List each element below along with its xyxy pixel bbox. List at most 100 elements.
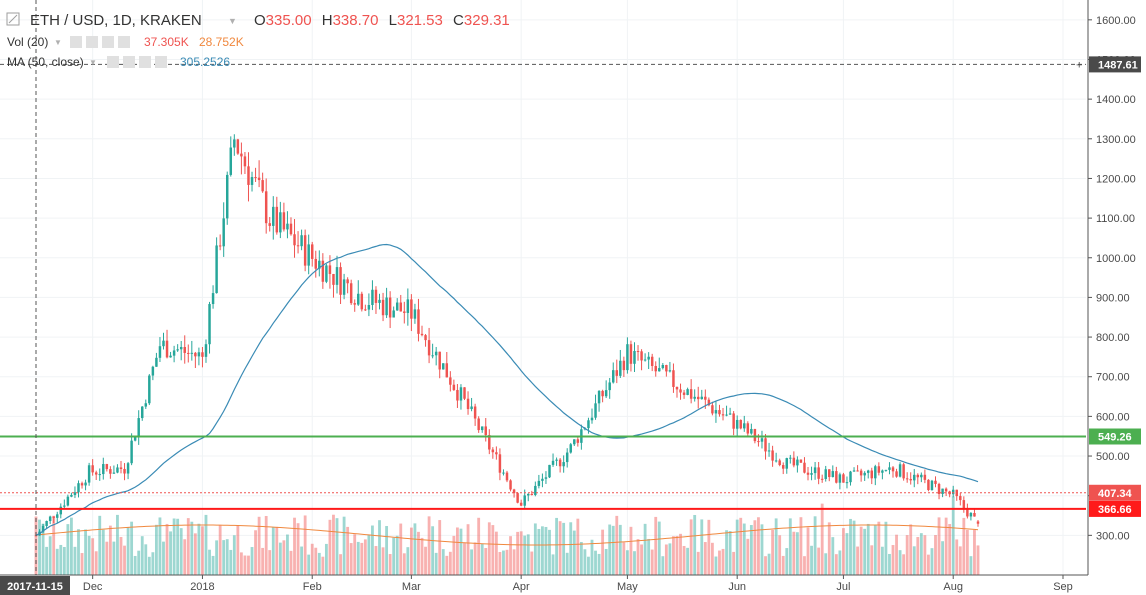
volume-bar — [721, 548, 725, 575]
symbol-name[interactable]: ETH / USD, 1D, KRAKEN — [30, 12, 202, 29]
close-label: C — [453, 12, 464, 29]
crosshair-add-icon[interactable]: + — [1076, 59, 1082, 71]
volume-bar — [728, 531, 732, 575]
candle-body — [434, 351, 438, 356]
volume-bar — [533, 523, 537, 575]
candle-body — [693, 396, 696, 399]
add-icon[interactable] — [139, 56, 151, 68]
candle-body — [728, 413, 732, 415]
volume-bar — [739, 517, 743, 575]
volume-bar — [916, 537, 920, 575]
candle-body — [307, 244, 310, 266]
volume-bar — [317, 552, 321, 575]
horizontal-lines — [0, 435, 1086, 510]
candle-body — [764, 438, 767, 452]
candle-body — [70, 494, 73, 497]
volume-bar — [356, 541, 360, 575]
volume-bar — [314, 547, 318, 575]
y-tick-label: 1400.00 — [1096, 94, 1136, 106]
volume-bar — [133, 555, 137, 575]
volume-indicator-buttons[interactable] — [70, 36, 130, 48]
volume-bar — [335, 518, 339, 575]
candle-body — [360, 293, 364, 310]
volume-bar — [448, 551, 452, 575]
volume-bar — [456, 527, 459, 575]
volume-bar — [587, 556, 590, 575]
candle-body — [473, 406, 477, 419]
volume-bar — [852, 520, 856, 575]
volume-bar — [48, 536, 52, 575]
volume-bar — [190, 521, 194, 575]
x-tick-label: Mar — [402, 581, 421, 593]
volume-bar — [466, 524, 470, 575]
eye-icon[interactable] — [107, 56, 119, 68]
volume-bar — [657, 521, 661, 575]
crosshair-price-label: 1487.61 — [1098, 59, 1138, 71]
candle-body — [771, 450, 774, 461]
candle-body — [555, 459, 558, 461]
volume-bar — [615, 515, 619, 575]
volume-bar — [686, 547, 690, 575]
candle-body — [778, 460, 781, 466]
candle-body — [126, 463, 130, 474]
ma-indicator-label[interactable]: MA (50, close) — [7, 55, 84, 69]
volume-bar — [958, 546, 962, 575]
candle-body — [622, 360, 626, 371]
candle-body — [530, 494, 534, 496]
candle-body — [597, 390, 601, 404]
ma-dropdown-icon[interactable]: ▼ — [89, 58, 97, 67]
candle-body — [820, 478, 824, 480]
volume-bar — [941, 541, 944, 575]
close-icon[interactable] — [118, 36, 130, 48]
close-icon[interactable] — [155, 56, 167, 68]
candle-body — [633, 351, 636, 364]
add-icon[interactable] — [102, 36, 114, 48]
ma-indicator-buttons[interactable] — [107, 56, 167, 68]
eye-icon[interactable] — [70, 36, 82, 48]
volume-bar — [838, 550, 842, 575]
candle-body — [162, 340, 165, 347]
candle-body — [608, 382, 611, 391]
candle-body — [934, 480, 937, 484]
volume-ma-value: 28.752K — [199, 35, 244, 49]
candle-body — [314, 258, 318, 269]
volume-bar — [757, 517, 760, 575]
candle-body — [148, 375, 151, 404]
candle-body — [229, 147, 233, 175]
volume-dropdown-icon[interactable]: ▼ — [54, 38, 62, 47]
candle-body — [165, 340, 169, 358]
candle-body — [378, 299, 381, 303]
candle-body — [966, 508, 969, 517]
symbol-dropdown-icon[interactable]: ▼ — [228, 16, 237, 26]
candle-body — [537, 480, 541, 486]
candle-body — [859, 470, 863, 476]
candle-body — [792, 457, 796, 466]
candle-body — [796, 459, 799, 466]
candle-body — [257, 177, 261, 181]
candle-body — [491, 449, 495, 453]
volume-bar — [126, 527, 130, 575]
volume-bar — [137, 550, 141, 575]
candle-body — [849, 471, 852, 483]
candle-body — [923, 474, 927, 480]
candle-body — [803, 462, 806, 473]
volume-bar — [94, 551, 98, 575]
open-label: O — [254, 12, 266, 29]
candle-body — [424, 335, 427, 341]
volume-indicator-label[interactable]: Vol (20) — [7, 35, 48, 49]
candle-body — [913, 474, 916, 481]
volume-bar — [608, 524, 612, 575]
candle-body — [179, 347, 183, 350]
low-label: L — [389, 12, 397, 29]
candlestick-series — [34, 134, 980, 537]
volume-bar — [402, 553, 406, 575]
symbol-icon[interactable] — [6, 12, 20, 26]
volume-bar — [569, 522, 573, 575]
settings-icon[interactable] — [86, 36, 98, 48]
settings-icon[interactable] — [123, 56, 135, 68]
volume-bar — [622, 542, 626, 575]
volume-bar — [229, 549, 233, 575]
candle-body — [406, 299, 410, 313]
volume-bar — [293, 517, 296, 575]
